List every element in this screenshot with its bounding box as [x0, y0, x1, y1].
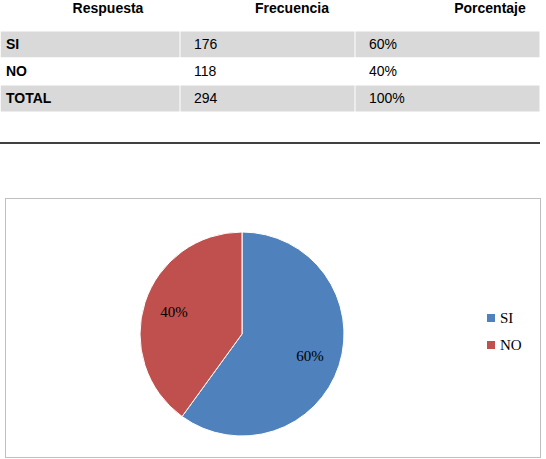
- page: Respuesta Frecuencia Porcentaje SI 176 60% NO 1…: [0, 0, 546, 459]
- table-cell-border: [0, 85, 1, 112]
- data-label: 60%: [296, 348, 324, 364]
- table-cell-border: [355, 31, 356, 58]
- table-cell-border: [0, 31, 1, 58]
- table-row: [0, 85, 540, 112]
- table-header: Porcentaje: [454, 0, 526, 16]
- table-cell: 176: [194, 36, 218, 52]
- table-cell: 294: [194, 90, 218, 106]
- legend-label: NO: [500, 337, 522, 353]
- table-cell: 40%: [369, 63, 397, 79]
- table-row: [0, 58, 540, 85]
- canvas: Respuesta Frecuencia Porcentaje SI 176 60% NO 1…: [0, 0, 546, 459]
- table-cell-border: [355, 85, 356, 112]
- table-header: Frecuencia: [255, 0, 329, 16]
- legend-swatch: [487, 314, 495, 322]
- legend-swatch: [487, 341, 495, 349]
- table-cell-border: [355, 58, 356, 85]
- table-header: Respuesta: [73, 0, 144, 16]
- pie-slice: [140, 232, 242, 417]
- table-cell-border: [180, 31, 181, 58]
- table-cell: 100%: [369, 90, 405, 106]
- chart-frame: [6, 199, 541, 458]
- legend-label: SI: [500, 310, 513, 326]
- table-cell: 118: [194, 63, 217, 79]
- table-cell: TOTAL: [6, 90, 52, 106]
- table-bottom-rule: [0, 142, 540, 144]
- table-cell-border: [0, 58, 1, 85]
- table-cell: SI: [6, 36, 19, 52]
- table-cell: 60%: [369, 36, 397, 52]
- table-cell-border: [180, 58, 181, 85]
- table-cell: NO: [6, 63, 27, 79]
- data-label: 40%: [160, 304, 188, 320]
- table-cell-border: [180, 85, 181, 112]
- table-row: [0, 31, 540, 58]
- pie: [140, 232, 344, 436]
